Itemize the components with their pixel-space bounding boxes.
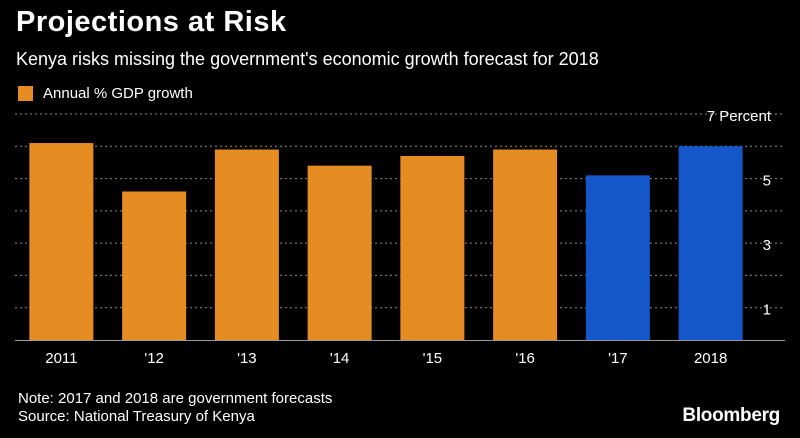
bar-15: [400, 155, 465, 340]
x-tick-label: 2018: [694, 350, 727, 367]
x-tick-label: '15: [423, 350, 443, 367]
y-tick-label: 7 Percent: [707, 108, 772, 125]
y-tick-labels: 1 3 5 7 Percent: [707, 108, 772, 319]
x-tick-label: '14: [330, 350, 350, 367]
footnote: Note: 2017 and 2018 are government forec…: [18, 390, 333, 407]
grid-lines: [15, 113, 785, 309]
chart-subtitle: Kenya risks missing the government's eco…: [16, 49, 599, 69]
chart-title: Projections at Risk: [16, 6, 287, 38]
y-tick-label: 5: [763, 173, 771, 190]
bar-12: [122, 191, 187, 340]
bar-16: [493, 149, 558, 340]
x-tick-label: '13: [237, 350, 257, 367]
legend-swatch: [18, 86, 33, 101]
x-tick-label: '12: [144, 350, 164, 367]
bar-14: [307, 165, 372, 340]
legend: Annual % GDP growth: [18, 85, 193, 102]
bar-13: [214, 149, 279, 340]
x-tick-label: 2011: [45, 350, 77, 367]
bar-17: [585, 175, 650, 340]
x-tick-label: '16: [515, 350, 535, 367]
bar-2011: [29, 143, 94, 340]
legend-label: Annual % GDP growth: [43, 85, 193, 102]
bloomberg-logo: Bloomberg: [682, 405, 780, 426]
y-tick-label: 1: [763, 302, 771, 319]
bar-2018: [678, 146, 743, 340]
x-tick-label: '17: [608, 350, 628, 367]
source-note: Source: National Treasury of Kenya: [18, 408, 255, 425]
y-tick-label: 3: [763, 237, 771, 254]
bars: [29, 143, 743, 340]
x-tick-labels: 2011 '12 '13 '14 '15 '16 '17 2018: [45, 350, 727, 367]
